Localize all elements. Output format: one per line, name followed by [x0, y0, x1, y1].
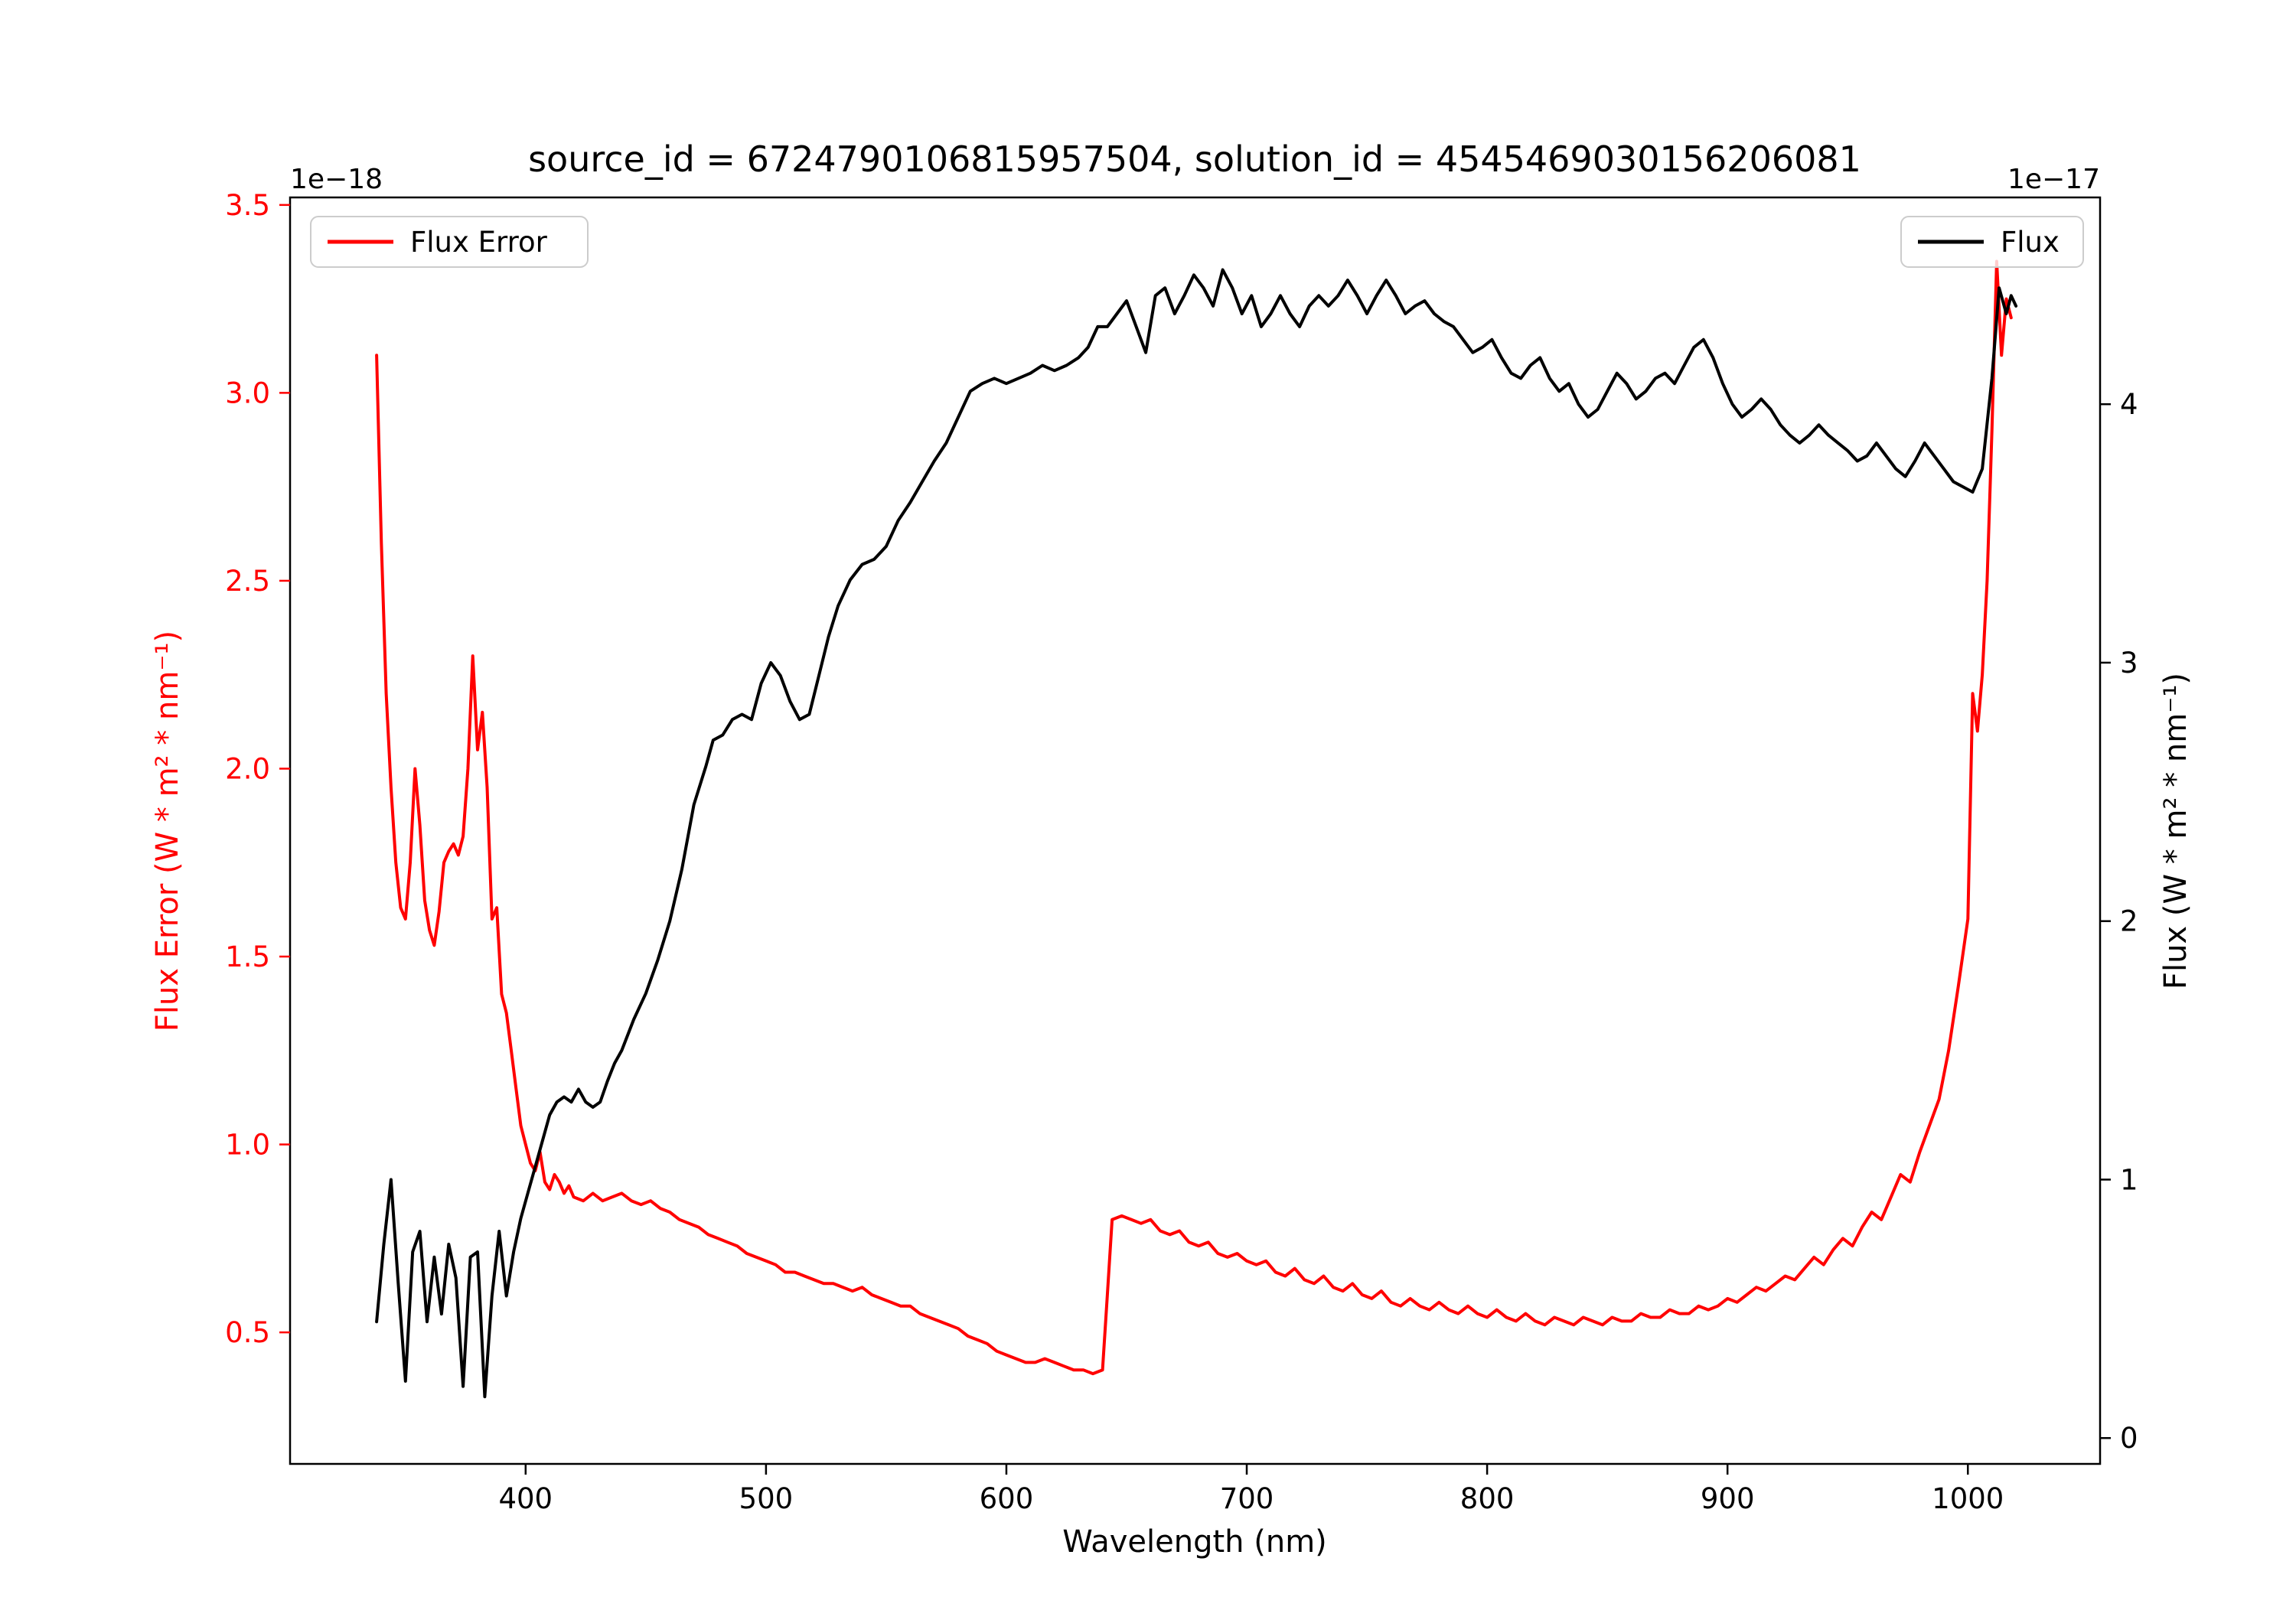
legend-label-flux: Flux — [2001, 226, 2060, 259]
x-tick-label: 400 — [498, 1482, 553, 1515]
x-tick-label: 900 — [1701, 1482, 1755, 1515]
legend-label-flux-error: Flux Error — [410, 226, 548, 259]
right-axis-label: Flux (W * m² * nm⁻¹) — [2158, 673, 2193, 989]
legend-box — [1900, 216, 2084, 268]
axes-layer: 400 500 600 700 800 900 1000 0.5 1.0 1.5 2.0 2.5 3.0… — [225, 189, 2138, 1515]
left-axis-offset-label: 1e−18 — [290, 164, 383, 195]
plot-border — [289, 196, 2102, 1465]
left-tick-label: 1.5 — [225, 940, 270, 973]
legend-flux-error: Flux Error — [310, 216, 589, 268]
series-layer — [375, 259, 2018, 1399]
left-tick-label: 2.0 — [225, 752, 270, 785]
flux-line — [375, 268, 2018, 1399]
legend-box — [310, 216, 589, 268]
right-tick-label: 4 — [2120, 388, 2138, 421]
left-axis-label: Flux Error (W * m² * nm⁻¹) — [150, 631, 185, 1032]
x-tick-label: 1000 — [1932, 1482, 2004, 1515]
x-tick-label: 700 — [1220, 1482, 1274, 1515]
left-tick-label: 0.5 — [225, 1316, 270, 1349]
x-tick-label: 600 — [980, 1482, 1034, 1515]
x-axis-label: Wavelength (nm) — [1062, 1524, 1327, 1560]
chart-title: source_id = 6724790106815957504, solutio… — [528, 139, 1861, 180]
right-tick-label: 0 — [2120, 1422, 2138, 1455]
x-tick-label: 800 — [1460, 1482, 1515, 1515]
left-tick-label: 1.0 — [225, 1129, 270, 1162]
left-tick-label: 3.0 — [225, 376, 270, 409]
x-tick-label: 500 — [739, 1482, 794, 1515]
flux-error-line — [375, 259, 2013, 1376]
legend-flux: Flux — [1900, 216, 2084, 268]
right-tick-label: 2 — [2120, 905, 2138, 938]
left-tick-label: 2.5 — [225, 565, 270, 598]
left-tick-label: 3.5 — [225, 189, 270, 222]
right-axis-offset-label: 1e−17 — [2007, 164, 2100, 195]
right-tick-label: 3 — [2120, 647, 2138, 680]
right-tick-label: 1 — [2120, 1163, 2138, 1196]
